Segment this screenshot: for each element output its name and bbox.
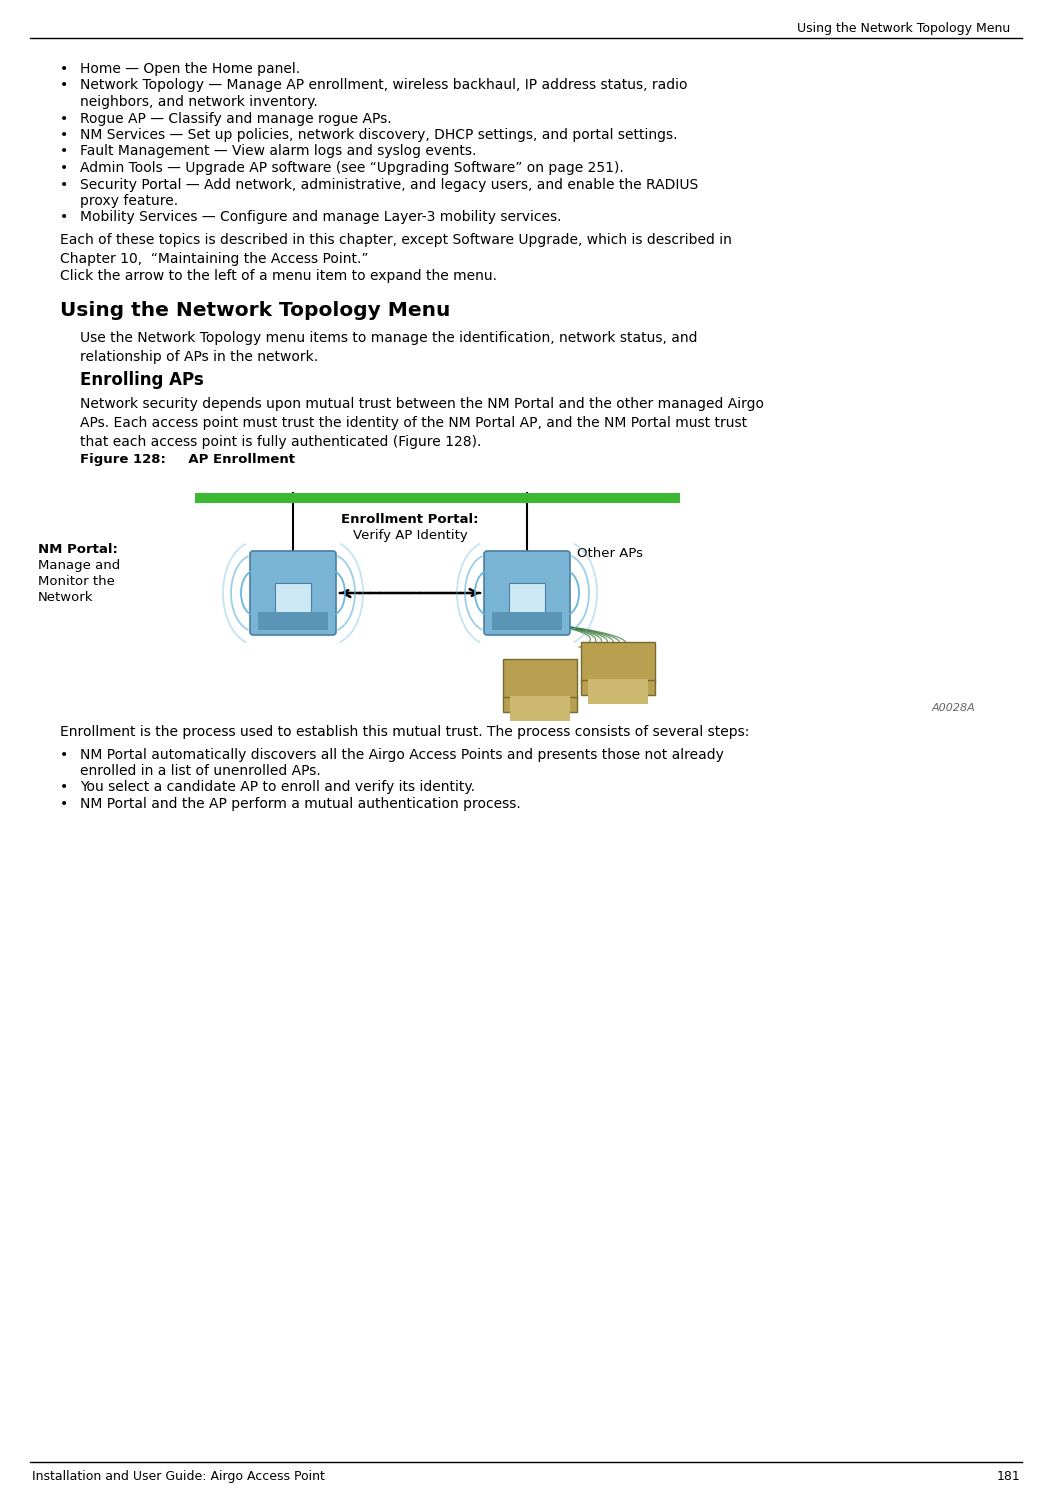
Text: •: •: [60, 79, 68, 93]
Text: •: •: [60, 63, 68, 76]
FancyBboxPatch shape: [503, 659, 576, 698]
Text: NM Portal automatically discovers all the Airgo Access Points and presents those: NM Portal automatically discovers all th…: [80, 747, 724, 761]
Text: Each of these topics is described in this chapter, except Software Upgrade, whic: Each of these topics is described in thi…: [60, 233, 732, 266]
FancyBboxPatch shape: [588, 679, 648, 704]
Text: Mobility Services — Configure and manage Layer-3 mobility services.: Mobility Services — Configure and manage…: [80, 210, 562, 224]
FancyBboxPatch shape: [509, 583, 545, 615]
Text: Click the arrow to the left of a menu item to expand the menu.: Click the arrow to the left of a menu it…: [60, 269, 497, 283]
FancyBboxPatch shape: [510, 695, 570, 721]
FancyBboxPatch shape: [258, 612, 328, 630]
Text: Figure 128:   AP Enrollment: Figure 128: AP Enrollment: [80, 454, 295, 466]
FancyBboxPatch shape: [581, 680, 655, 695]
Text: •: •: [60, 780, 68, 795]
Text: Admin Tools — Upgrade AP software (see “Upgrading Software” on page 251).: Admin Tools — Upgrade AP software (see “…: [80, 161, 624, 175]
Text: NM Portal and the AP perform a mutual authentication process.: NM Portal and the AP perform a mutual au…: [80, 797, 521, 812]
FancyBboxPatch shape: [492, 612, 562, 630]
Text: proxy feature.: proxy feature.: [80, 194, 178, 207]
Text: Manage and
Monitor the
Network: Manage and Monitor the Network: [38, 560, 120, 604]
Text: Network Topology — Manage AP enrollment, wireless backhaul, IP address status, r: Network Topology — Manage AP enrollment,…: [80, 79, 688, 93]
Text: Other APs: Other APs: [576, 548, 643, 560]
Text: •: •: [60, 145, 68, 158]
Text: •: •: [60, 112, 68, 125]
Text: A0028A: A0028A: [932, 703, 976, 713]
Text: You select a candidate AP to enroll and verify its identity.: You select a candidate AP to enroll and …: [80, 780, 476, 795]
FancyBboxPatch shape: [581, 642, 655, 682]
FancyBboxPatch shape: [484, 551, 570, 636]
Text: Enrollment is the process used to establish this mutual trust. The process consi: Enrollment is the process used to establ…: [60, 725, 749, 739]
Text: neighbors, and network inventory.: neighbors, and network inventory.: [80, 95, 318, 109]
Text: •: •: [60, 210, 68, 224]
Text: NM Services — Set up policies, network discovery, DHCP settings, and portal sett: NM Services — Set up policies, network d…: [80, 128, 677, 142]
Text: Fault Management — View alarm logs and syslog events.: Fault Management — View alarm logs and s…: [80, 145, 477, 158]
Text: Use the Network Topology menu items to manage the identification, network status: Use the Network Topology menu items to m…: [80, 331, 697, 364]
Text: NM Portal:: NM Portal:: [38, 543, 118, 557]
Text: •: •: [60, 797, 68, 812]
Text: •: •: [60, 747, 68, 761]
Text: Verify AP Identity: Verify AP Identity: [352, 530, 467, 542]
Text: 181: 181: [996, 1470, 1020, 1483]
Text: Security Portal — Add network, administrative, and legacy users, and enable the : Security Portal — Add network, administr…: [80, 178, 699, 191]
FancyBboxPatch shape: [275, 583, 311, 615]
Text: Installation and User Guide: Airgo Access Point: Installation and User Guide: Airgo Acces…: [32, 1470, 325, 1483]
Text: •: •: [60, 178, 68, 191]
Text: •: •: [60, 161, 68, 175]
Text: Home — Open the Home panel.: Home — Open the Home panel.: [80, 63, 300, 76]
Text: Rogue AP — Classify and manage rogue APs.: Rogue AP — Classify and manage rogue APs…: [80, 112, 391, 125]
Text: Using the Network Topology Menu: Using the Network Topology Menu: [60, 301, 450, 319]
Text: Network security depends upon mutual trust between the NM Portal and the other m: Network security depends upon mutual tru…: [80, 397, 764, 449]
Text: Enrolling APs: Enrolling APs: [80, 372, 204, 389]
Text: Using the Network Topology Menu: Using the Network Topology Menu: [796, 22, 1010, 34]
Text: enrolled in a list of unenrolled APs.: enrolled in a list of unenrolled APs.: [80, 764, 321, 777]
Text: •: •: [60, 128, 68, 142]
Text: Enrollment Portal:: Enrollment Portal:: [341, 513, 479, 527]
FancyBboxPatch shape: [250, 551, 336, 636]
FancyBboxPatch shape: [195, 492, 680, 503]
FancyBboxPatch shape: [503, 697, 576, 712]
